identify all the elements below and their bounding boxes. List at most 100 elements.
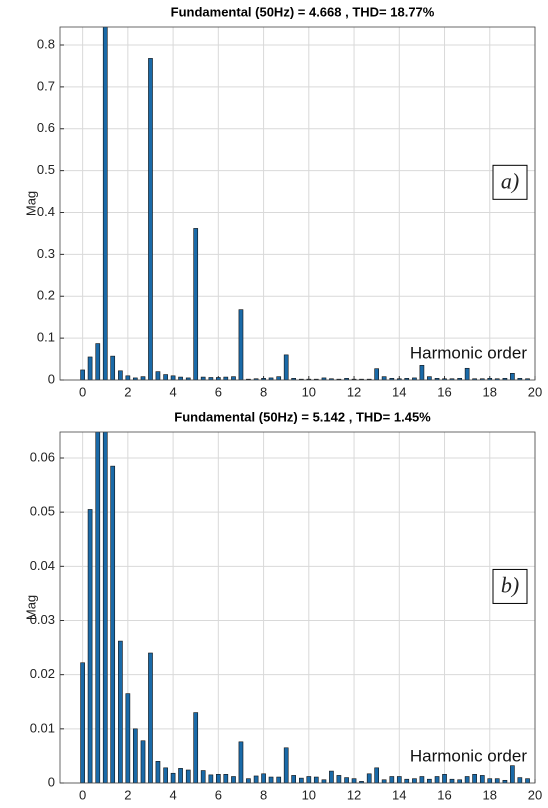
bar (427, 376, 432, 380)
y-tick-label: 0 (48, 371, 55, 386)
bar (464, 776, 470, 783)
bar (487, 778, 493, 783)
bar (283, 747, 289, 783)
bar (299, 777, 304, 783)
bar (517, 378, 523, 380)
y-tick-label: 0.05 (30, 504, 55, 519)
bar (479, 378, 485, 380)
x-tick-label: 14 (392, 384, 406, 399)
x-tick-label: 12 (347, 787, 361, 802)
bar (246, 778, 251, 783)
bar (170, 772, 176, 783)
bar (389, 378, 395, 380)
x-tick-label: 20 (528, 384, 542, 399)
bar (291, 775, 296, 783)
x-axis-label: Harmonic order (410, 343, 527, 362)
bar (200, 770, 206, 783)
panel-label-box (492, 568, 528, 604)
bar (223, 376, 229, 380)
bar (419, 776, 425, 783)
bar (163, 374, 168, 380)
y-tick-label: 0.01 (30, 720, 55, 735)
axes-frame (59, 26, 536, 381)
y-tick-label: 0.8 (37, 36, 55, 51)
y-tick-label: 0.04 (30, 558, 55, 573)
bar (231, 376, 236, 380)
bar (238, 309, 244, 380)
bar (381, 779, 387, 783)
x-tick-label: 10 (302, 384, 316, 399)
bar (125, 693, 131, 783)
bar (102, 27, 108, 380)
bar (366, 773, 372, 783)
bar (510, 765, 515, 783)
bar (464, 367, 470, 380)
x-tick-label: 2 (124, 787, 131, 802)
y-tick-label: 0.1 (37, 330, 55, 345)
bar (449, 378, 455, 380)
bar (95, 343, 101, 380)
bar (517, 777, 523, 783)
y-axis-label: Mag (23, 595, 38, 620)
bar (419, 365, 425, 380)
bar (208, 377, 214, 380)
x-tick-label: 8 (260, 384, 267, 399)
bar (155, 371, 161, 380)
bar (185, 769, 191, 783)
bar (344, 777, 349, 783)
y-tick-label: 0.02 (30, 666, 55, 681)
bar (170, 375, 176, 380)
x-tick-label: 14 (392, 787, 406, 802)
bar (472, 378, 477, 380)
x-tick-label: 4 (169, 787, 176, 802)
bar (494, 778, 500, 783)
y-tick-label: 0.03 (30, 612, 55, 627)
x-tick-label: 18 (483, 384, 497, 399)
y-tick-label: 0 (48, 774, 55, 789)
y-tick-label: 0.4 (37, 204, 55, 219)
x-tick-label: 16 (437, 384, 451, 399)
bar (125, 375, 131, 380)
bar (200, 376, 206, 380)
panel-label: b) (501, 572, 519, 597)
x-tick-label: 20 (528, 787, 542, 802)
bar (442, 378, 447, 380)
x-tick-label: 6 (215, 787, 222, 802)
bar (268, 776, 274, 783)
subplot: 0 0.01 0.02 0.03 0.04 0.05 0.06 0 2 4 6 8 10 12 14 16 18… (23, 409, 542, 802)
plot-area (60, 27, 535, 380)
bar (155, 761, 161, 783)
bar (110, 355, 116, 380)
bar (140, 376, 146, 380)
bar (276, 376, 282, 380)
bar (193, 228, 199, 380)
bar (502, 378, 508, 380)
bar (404, 378, 410, 380)
bar (102, 432, 108, 783)
bar (253, 378, 259, 380)
bar (215, 377, 221, 380)
x-tick-label: 12 (347, 384, 361, 399)
bar (457, 378, 463, 380)
bar (253, 775, 259, 783)
bar (381, 376, 387, 380)
y-tick-label: 0.06 (30, 449, 55, 464)
bar (178, 376, 183, 380)
x-tick-label: 18 (483, 787, 497, 802)
bar (276, 776, 282, 783)
bar (396, 378, 402, 380)
bar (329, 378, 334, 380)
x-tick-label: 0 (79, 384, 86, 399)
x-tick-label: 2 (124, 384, 131, 399)
x-tick-label: 8 (260, 787, 267, 802)
bar (215, 774, 221, 783)
panel-label: a) (501, 168, 519, 193)
bar (472, 774, 477, 783)
y-tick-label: 0.3 (37, 246, 55, 261)
bar (336, 775, 342, 783)
bar (80, 662, 85, 783)
bar (163, 767, 168, 783)
bar (148, 58, 153, 380)
bar (502, 779, 508, 783)
axes-frame (59, 431, 536, 784)
